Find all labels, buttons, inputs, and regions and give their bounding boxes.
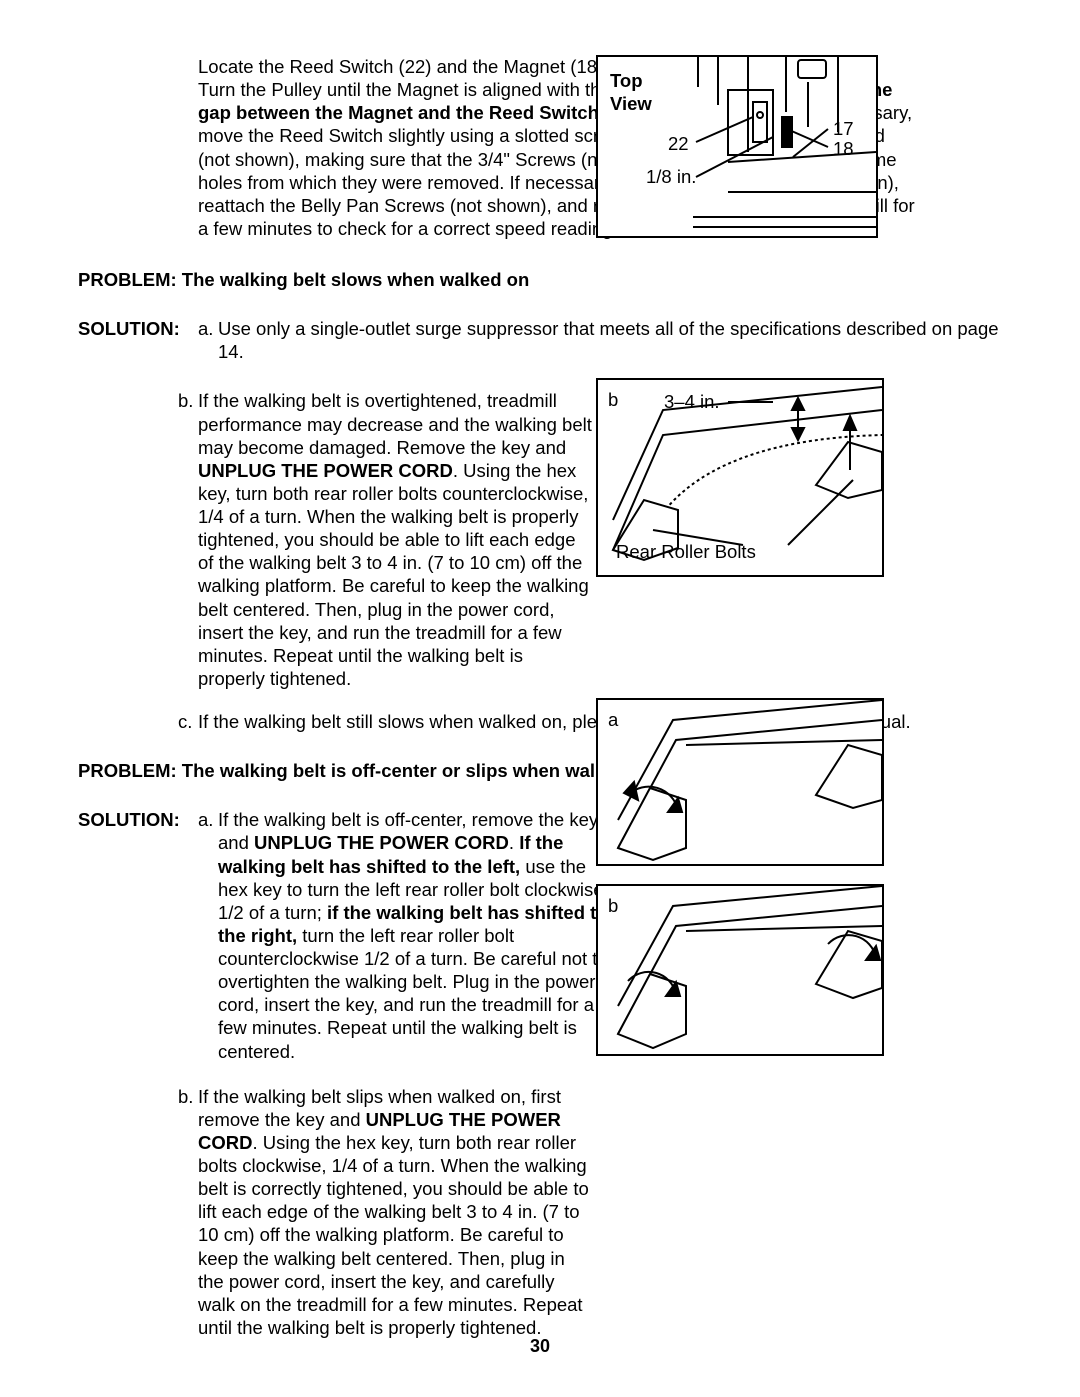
problem1-heading: PROBLEM: The walking belt slows when wal… (78, 268, 1002, 291)
fig2-tag: b (608, 388, 618, 411)
fig4-tag: b (608, 894, 618, 917)
figure-offcenter-b: b (596, 884, 884, 1056)
fig2-label: Rear Roller Bolts (616, 540, 756, 563)
p1b-text-a: If the walking belt is overtightened, tr… (198, 390, 592, 457)
item-letter: b. (178, 389, 198, 412)
fig1-label-22: 22 (668, 132, 689, 155)
item-letter: a. (198, 808, 218, 1062)
item-letter: b. (178, 1085, 198, 1108)
item-letter: c. (178, 710, 198, 733)
p1b-text-b: UNPLUG THE POWER CORD (198, 460, 453, 481)
problem1-solution-a: SOLUTION: a. Use only a single-outlet su… (78, 317, 1002, 363)
page-number: 30 (0, 1335, 1080, 1358)
problem2-solution-b: b. If the walking belt slips when walked… (178, 1085, 1002, 1339)
item-letter: a. (198, 317, 218, 363)
solution-a-text: Use only a single-outlet surge suppresso… (218, 317, 1002, 363)
figure-top-view: Top View 22 1/8 in. 17 18 (596, 55, 878, 238)
p2a-text-b: UNPLUG THE POWER CORD (254, 832, 509, 853)
solution-label: SOLUTION: (78, 808, 198, 831)
fig1-top-view-label: Top View (610, 69, 652, 115)
solution-label: SOLUTION: (78, 317, 198, 340)
figure-belt-lift: b 3–4 in. Rear Roller Bolts (596, 378, 884, 577)
p1b-text-c: . Using the hex key, turn both rear roll… (198, 460, 589, 689)
fig2-dist: 3–4 in. (664, 390, 720, 413)
p2a-text-c: . (509, 832, 519, 853)
fig1-label-18: 18 (833, 137, 854, 160)
fig1-label-gap: 1/8 in. (646, 165, 696, 188)
fig3-tag: a (608, 708, 618, 731)
manual-page: Top View 22 1/8 in. 17 18 Locate the Ree… (0, 0, 1080, 1397)
figure-offcenter-a: a (596, 698, 884, 866)
p2b-text-c: . Using the hex key, turn both rear roll… (198, 1132, 589, 1338)
